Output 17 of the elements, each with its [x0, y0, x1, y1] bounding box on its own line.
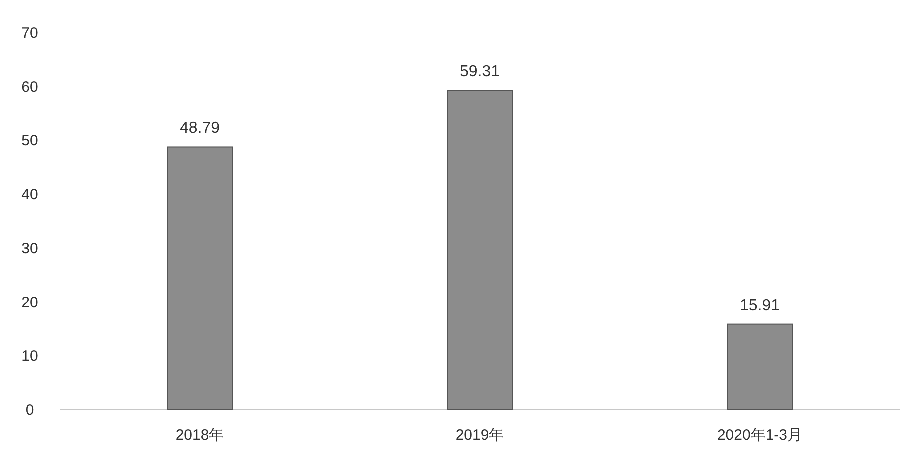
data-label: 48.79 [180, 120, 220, 138]
bar [167, 146, 233, 410]
y-tick-label: 30 [22, 240, 38, 258]
data-label: 15.91 [740, 297, 780, 314]
y-tick-label: 70 [22, 25, 38, 42]
bar [727, 324, 793, 410]
x-tick-label: 2018年 [176, 427, 224, 444]
y-tick-label: 20 [22, 294, 38, 312]
y-tick-label: 50 [22, 132, 38, 150]
bar [447, 90, 513, 410]
x-tick-label: 2020年1-3月 [717, 427, 803, 444]
data-label: 59.31 [460, 64, 500, 81]
y-tick-label: 0 [26, 402, 34, 419]
y-tick-label: 60 [22, 78, 38, 96]
y-tick-label: 10 [22, 348, 38, 366]
y-tick-label: 40 [22, 186, 38, 204]
x-tick-label: 2019年 [456, 427, 504, 444]
